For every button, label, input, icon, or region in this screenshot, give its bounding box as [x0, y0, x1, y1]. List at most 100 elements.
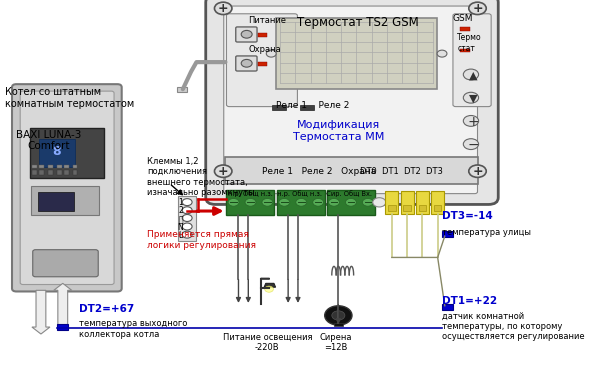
Bar: [226, 190, 274, 215]
FancyArrow shape: [54, 283, 72, 327]
Circle shape: [362, 199, 373, 206]
FancyBboxPatch shape: [33, 250, 98, 277]
Text: GSM: GSM: [453, 14, 473, 23]
Bar: [226, 157, 478, 184]
Text: ⏚: ⏚: [178, 216, 183, 224]
Bar: [460, 49, 470, 53]
Text: +: +: [218, 165, 229, 178]
Text: Термо
стат: Термо стат: [457, 33, 482, 53]
Bar: [419, 205, 426, 211]
Bar: [257, 62, 268, 66]
Bar: [401, 190, 413, 214]
Text: DT3=-14: DT3=-14: [442, 211, 493, 221]
Text: 1: 1: [178, 198, 183, 207]
Text: Термостат TS2 GSM: Термостат TS2 GSM: [296, 16, 418, 29]
Circle shape: [325, 306, 352, 325]
Text: ▲: ▲: [469, 71, 478, 80]
Text: L: L: [179, 231, 183, 240]
Bar: [300, 105, 314, 110]
Text: Применяется прямая
логики регулирования: Применяется прямая логики регулирования: [148, 230, 256, 250]
Text: Питание: Питание: [248, 16, 286, 25]
Bar: [39, 170, 44, 175]
Text: температура выходного
коллектора котла: температура выходного коллектора котла: [79, 319, 188, 339]
Text: ▼: ▼: [469, 94, 478, 104]
Polygon shape: [264, 283, 275, 287]
Bar: [48, 164, 53, 168]
Text: 2: 2: [178, 206, 183, 215]
Bar: [442, 231, 453, 237]
Circle shape: [182, 223, 192, 230]
FancyBboxPatch shape: [236, 27, 257, 42]
Bar: [30, 128, 104, 178]
Circle shape: [214, 165, 232, 177]
Bar: [272, 105, 286, 110]
FancyBboxPatch shape: [224, 6, 478, 194]
FancyBboxPatch shape: [236, 56, 257, 71]
Circle shape: [463, 115, 479, 126]
Bar: [57, 164, 62, 168]
Circle shape: [296, 199, 307, 206]
Bar: [277, 190, 325, 215]
Bar: [334, 323, 343, 326]
Bar: [39, 164, 44, 168]
Circle shape: [182, 214, 192, 221]
Text: температура улицы: температура улицы: [442, 228, 531, 238]
Bar: [416, 190, 429, 214]
Circle shape: [241, 31, 252, 38]
Bar: [32, 170, 37, 175]
Circle shape: [313, 199, 323, 206]
Text: BAXI LUNA-3
Comfort: BAXI LUNA-3 Comfort: [16, 130, 82, 151]
Circle shape: [182, 199, 192, 205]
Circle shape: [262, 199, 273, 206]
Bar: [460, 27, 470, 31]
Bar: [57, 170, 62, 175]
Text: Реле 1    Реле 2: Реле 1 Реле 2: [275, 101, 349, 110]
FancyArrow shape: [261, 278, 269, 279]
Text: DT2=+67: DT2=+67: [79, 304, 134, 314]
Bar: [327, 190, 375, 215]
Bar: [403, 205, 411, 211]
Circle shape: [182, 231, 192, 238]
Text: Модификация
Термостата ММ: Модификация Термостата ММ: [293, 120, 384, 142]
Text: +: +: [468, 115, 479, 129]
Text: +: +: [218, 2, 229, 15]
Circle shape: [437, 50, 447, 57]
Bar: [64, 164, 70, 168]
Bar: [442, 304, 453, 310]
FancyBboxPatch shape: [206, 0, 498, 204]
Text: Котел со штатным
комнатным термостатом: Котел со штатным комнатным термостатом: [5, 87, 135, 109]
Bar: [64, 170, 70, 175]
Circle shape: [463, 139, 479, 149]
Bar: [275, 18, 437, 89]
Bar: [431, 190, 444, 214]
Circle shape: [279, 199, 290, 206]
Circle shape: [245, 199, 256, 206]
Bar: [48, 170, 53, 175]
Bar: [257, 33, 268, 37]
Text: Клеммы 1,2
подключения
внешнего термостата,
изначально разомкнуты: Клеммы 1,2 подключения внешнего термоста…: [148, 157, 255, 197]
Text: н.р. Общ н.з.  н.р. Общ н.з.  Сир. Общ Вх.: н.р. Общ н.з. н.р. Общ н.з. Сир. Общ Вх.: [228, 190, 372, 197]
Bar: [32, 164, 37, 168]
Circle shape: [241, 60, 252, 67]
Circle shape: [469, 165, 486, 177]
Bar: [388, 205, 395, 211]
FancyBboxPatch shape: [453, 14, 491, 106]
Circle shape: [182, 207, 192, 214]
Circle shape: [463, 69, 479, 80]
FancyArrow shape: [32, 290, 50, 334]
Bar: [38, 192, 74, 211]
Text: N: N: [177, 223, 183, 232]
Circle shape: [228, 199, 239, 206]
Text: DT1=+22: DT1=+22: [442, 296, 497, 306]
Circle shape: [266, 50, 276, 57]
Text: датчик комнатной
температуры, по которому
осуществляется регулирование: датчик комнатной температуры, по котором…: [442, 312, 584, 341]
Circle shape: [463, 92, 479, 103]
FancyBboxPatch shape: [12, 84, 122, 291]
Circle shape: [373, 198, 386, 207]
Bar: [73, 164, 77, 168]
Circle shape: [346, 199, 356, 206]
Text: −: −: [468, 138, 479, 152]
Circle shape: [265, 286, 274, 292]
Text: Питание освещения
-220В: Питание освещения -220В: [223, 333, 312, 352]
Circle shape: [469, 2, 486, 15]
